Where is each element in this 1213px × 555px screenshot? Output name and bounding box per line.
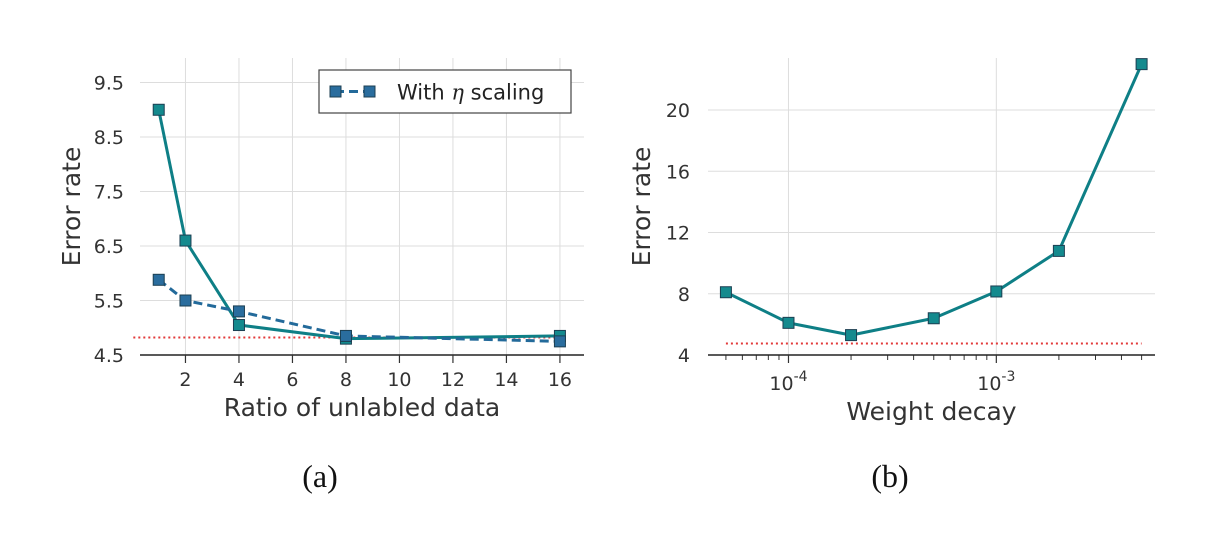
y-tick-label: 4.5 (94, 345, 124, 367)
legend-label-suffix: scaling (464, 81, 544, 105)
data-point (782, 316, 795, 329)
y-tick-label: 6.5 (94, 236, 124, 258)
y-tick-label: 5.5 (94, 291, 124, 313)
x-tick-label: 8 (340, 369, 352, 391)
x-axis-label: Ratio of unlabled data (224, 393, 500, 422)
data-point-eta-scaling (152, 273, 165, 286)
x-tick-label: 10-3 (977, 369, 1015, 395)
legend-marker (363, 85, 376, 98)
y-tick-label: 8.5 (94, 127, 124, 149)
x-tick-base: 10 (977, 373, 1001, 395)
data-point (179, 234, 192, 247)
y-tick-label: 4 (678, 345, 690, 367)
x-tick-label: 6 (286, 369, 298, 391)
legend-label-prefix: With (397, 81, 451, 105)
panel-caption: (b) (871, 458, 908, 494)
legend-marker (329, 85, 342, 98)
data-point-eta-scaling (553, 335, 566, 348)
x-tick-label: 14 (494, 369, 518, 391)
data-point (845, 329, 858, 342)
y-tick-label: 16 (666, 161, 690, 183)
legend-eta-symbol: η (451, 81, 464, 105)
y-axis-label: Error rate (627, 147, 656, 267)
data-point-eta-scaling (232, 305, 245, 318)
x-tick-label: 12 (441, 369, 465, 391)
data-point (1052, 244, 1065, 257)
x-tick-label: 2 (179, 369, 191, 391)
x-tick-label: 16 (548, 369, 572, 391)
y-tick-label: 12 (666, 223, 690, 245)
x-tick-label: 4 (233, 369, 245, 391)
y-tick-label: 7.5 (94, 182, 124, 204)
series-line (157, 109, 560, 341)
x-tick-exponent: -4 (794, 369, 808, 385)
legend-label: With η scaling (397, 81, 544, 105)
data-point (232, 319, 245, 332)
panel-a: 4.5 5.5 6.5 7.5 8.5 9.5 2 4 6 8 10 12 14 16 Ratio of u… (57, 58, 584, 494)
x-tick-exponent: -3 (1001, 369, 1015, 385)
x-tick-label: 10-4 (769, 369, 807, 395)
y-tick-label: 9.5 (94, 73, 124, 95)
data-point (1135, 58, 1148, 71)
data-point-eta-scaling (179, 294, 192, 307)
data-point (927, 312, 940, 325)
x-tick-base: 10 (769, 373, 793, 395)
data-point (719, 286, 732, 299)
series-line-eta-scaling (157, 278, 560, 343)
data-point (152, 103, 165, 116)
legend-box (318, 69, 572, 114)
data-point-eta-scaling (339, 329, 352, 342)
y-tick-label: 20 (666, 100, 690, 122)
y-tick-label: 8 (678, 284, 690, 306)
x-tick-label: 10 (387, 369, 411, 391)
data-point (990, 285, 1003, 298)
x-axis-label: Weight decay (846, 397, 1016, 426)
panel-caption: (a) (302, 458, 338, 494)
y-axis-label: Error rate (57, 147, 86, 267)
